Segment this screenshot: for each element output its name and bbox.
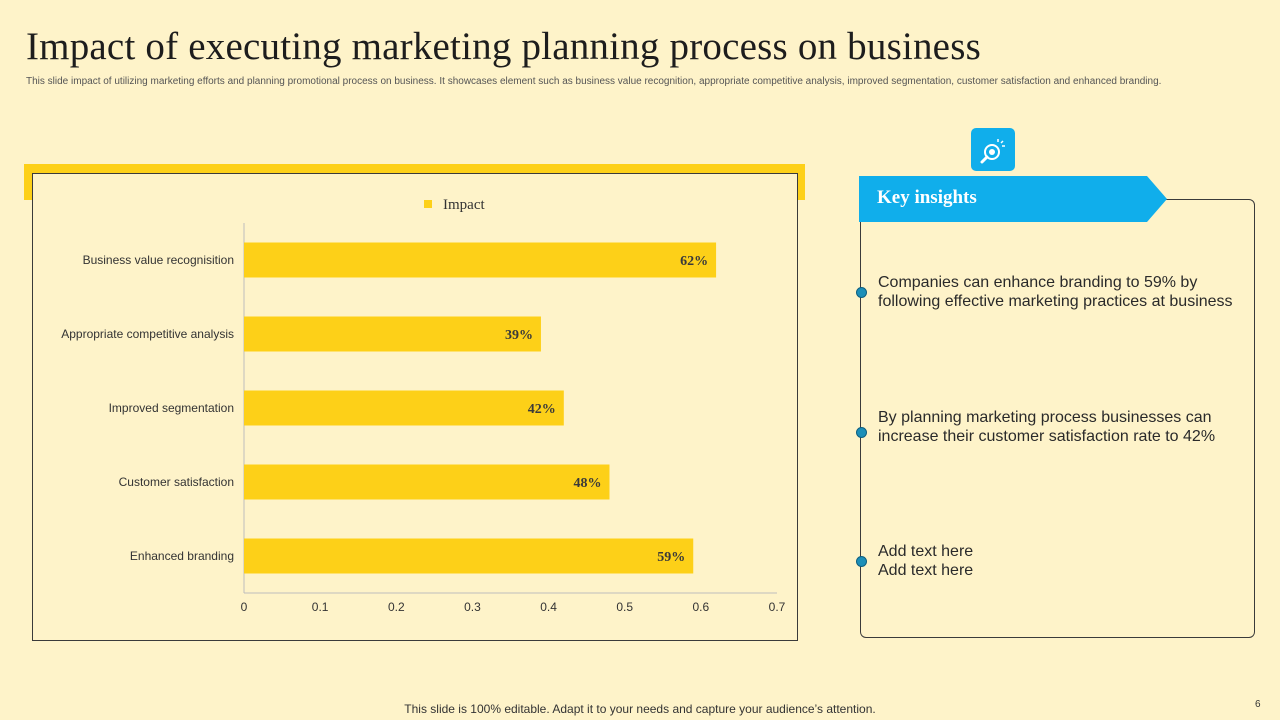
chart-panel: Impact Business value recognisition 62% App…	[32, 173, 798, 641]
bar	[244, 538, 694, 574]
x-tick-label: 0.7	[769, 600, 786, 614]
x-tick-label: 0.2	[388, 600, 405, 614]
page-number: 6	[1255, 699, 1261, 710]
insight-bullet-icon	[856, 287, 867, 298]
insights-banner	[859, 176, 1167, 222]
slide-subtitle: This slide impact of utilizing marketing…	[26, 76, 1162, 87]
insight-text: Add text here Add text here	[878, 543, 974, 579]
category-label: Enhanced branding	[130, 549, 234, 563]
idea-search-icon	[980, 139, 1005, 164]
x-tick-label: 0.6	[693, 600, 710, 614]
impact-bar-chart: Impact Business value recognisition 62% App…	[61, 197, 786, 614]
x-tick-label: 0.4	[540, 600, 557, 614]
bar	[244, 390, 564, 426]
slide-title: Impact of executing marketing planning p…	[26, 25, 981, 68]
bar	[244, 242, 717, 278]
legend-swatch	[424, 200, 432, 208]
x-tick-label: 0	[241, 600, 248, 614]
insight-bullet-icon	[856, 556, 867, 567]
category-label: Improved segmentation	[109, 401, 234, 415]
footer-note: This slide is 100% editable. Adapt it to…	[404, 702, 876, 716]
insight-text: Companies can enhance branding to 59% by…	[878, 274, 1233, 310]
bar	[244, 316, 541, 352]
insights-heading: Key insights	[877, 187, 977, 208]
insight-icon-tile	[971, 128, 1015, 171]
bar	[244, 464, 610, 500]
insight-text: By planning marketing process businesses…	[878, 409, 1216, 445]
legend-label: Impact	[443, 197, 485, 213]
category-label: Appropriate competitive analysis	[61, 327, 234, 341]
data-label: 62%	[680, 254, 708, 269]
data-label: 39%	[505, 328, 533, 343]
x-tick-label: 0.1	[312, 600, 329, 614]
category-label: Customer satisfaction	[119, 475, 234, 489]
category-label: Business value recognisition	[83, 253, 234, 267]
x-tick-label: 0.5	[616, 600, 633, 614]
data-label: 42%	[528, 402, 556, 417]
x-tick-label: 0.3	[464, 600, 481, 614]
data-label: 48%	[573, 476, 601, 491]
data-label: 59%	[657, 550, 685, 565]
insight-bullet-icon	[856, 427, 867, 438]
